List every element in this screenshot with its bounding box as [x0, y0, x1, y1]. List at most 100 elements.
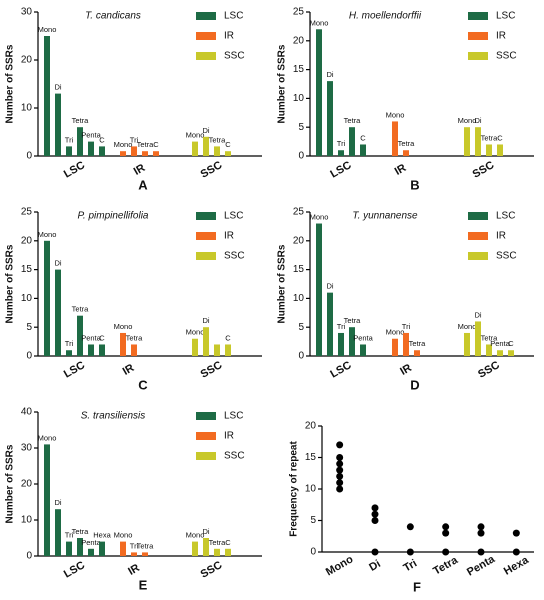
bar [192, 141, 198, 156]
bar [360, 344, 366, 356]
group-label: LSC [328, 359, 353, 380]
bar [120, 541, 126, 556]
y-tick-label: 15 [21, 264, 33, 275]
bar [203, 538, 209, 556]
bar [214, 548, 220, 556]
legend-swatch [196, 252, 216, 260]
y-axis-label: Frequency of repeat [289, 441, 300, 537]
legend-label: LSC [496, 211, 515, 222]
bar [403, 332, 409, 356]
legend-swatch [468, 212, 488, 220]
bar-label: Di [54, 259, 61, 268]
y-tick-label: 20 [21, 235, 33, 246]
bar-label: Tri [337, 322, 346, 331]
bar [316, 223, 322, 356]
point [336, 485, 344, 493]
bar [475, 321, 481, 356]
bar [120, 151, 126, 156]
group-label: IR [132, 162, 148, 178]
bar [203, 136, 209, 156]
point [371, 517, 379, 524]
y-tick-label: 40 [21, 407, 33, 418]
bar-label: Mono [386, 110, 405, 119]
bar [55, 509, 61, 556]
bar-label: Tri [65, 339, 74, 348]
legend-label: IR [224, 231, 234, 242]
bar [360, 144, 366, 156]
group-label: SSC [471, 159, 497, 181]
bar [464, 332, 470, 356]
bar [338, 332, 344, 356]
bar-label: C [225, 333, 231, 342]
bar [414, 350, 420, 356]
bar [327, 292, 333, 356]
bar-label: Tetra [398, 139, 416, 148]
bar [44, 240, 50, 356]
y-tick-label: 30 [21, 443, 33, 454]
bar [214, 146, 220, 156]
legend-swatch [196, 32, 216, 40]
bar-label: C [508, 339, 514, 348]
bar [99, 344, 105, 356]
bar-label: Mono [458, 116, 477, 125]
group-label: SSC [199, 159, 225, 181]
bar [66, 350, 72, 356]
bar [225, 151, 231, 156]
y-tick-label: 30 [21, 7, 33, 18]
chart-title: T. candicans [85, 11, 141, 22]
legend-swatch [196, 212, 216, 220]
legend-swatch [196, 432, 216, 440]
bar-label: Di [474, 116, 481, 125]
bar [475, 127, 481, 156]
bar-label: Di [202, 527, 209, 536]
point [336, 460, 344, 468]
bar-label: Tri [65, 135, 74, 144]
bar [66, 541, 72, 556]
bar-label: C [225, 538, 231, 547]
y-axis-label: Number of SSRs [277, 244, 288, 323]
y-tick-label: 0 [298, 151, 304, 162]
y-tick-label: 5 [310, 515, 316, 526]
bar-label: Tri [65, 531, 74, 540]
point [336, 441, 344, 449]
y-tick-label: 5 [298, 322, 304, 333]
y-tick-label: 20 [293, 35, 305, 46]
bar-label: Di [202, 316, 209, 325]
legend-label: LSC [224, 11, 243, 22]
bar [120, 332, 126, 356]
bar-label: Penta [81, 538, 101, 547]
chart-title: P. pimpinellifolia [78, 211, 149, 222]
y-tick-label: 15 [293, 64, 305, 75]
y-axis-label: Number of SSRs [5, 444, 16, 523]
bar-label: Tetra [481, 333, 499, 342]
point [336, 466, 344, 474]
x-tick-label: Tetra [431, 554, 460, 578]
y-tick-label: 15 [305, 452, 317, 463]
bar [88, 141, 94, 156]
group-label: LSC [62, 559, 87, 580]
legend-label: SSC [224, 51, 245, 62]
bar-label: Mono [458, 322, 477, 331]
point [371, 510, 379, 518]
bar-label: Mono [114, 140, 133, 149]
bar [192, 338, 198, 356]
bar-label: Di [54, 498, 61, 507]
legend-swatch [468, 252, 488, 260]
bar-label: Mono [310, 18, 329, 27]
group-label: IR [398, 362, 414, 378]
legend-label: SSC [224, 451, 245, 462]
bar-label: C [497, 133, 503, 142]
point [336, 472, 344, 480]
x-tick-label: Penta [465, 553, 498, 579]
bar-label: Tetra [481, 133, 499, 142]
bar [403, 150, 409, 156]
bar-label: Di [326, 282, 333, 291]
bar [99, 146, 105, 156]
legend-label: IR [224, 31, 234, 42]
chart-title: H. moellendorffii [349, 11, 422, 22]
bar [327, 81, 333, 156]
point [336, 454, 344, 461]
legend-swatch [196, 412, 216, 420]
bar [77, 315, 83, 356]
